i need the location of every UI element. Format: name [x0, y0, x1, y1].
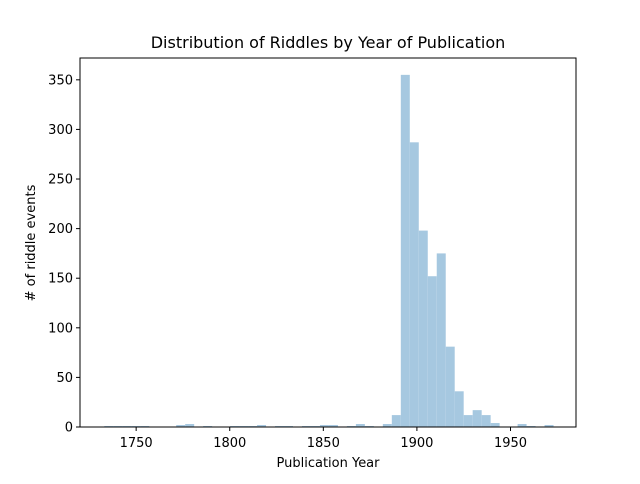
- y-tick-label: 250: [48, 173, 73, 188]
- plot-frame: [79, 57, 577, 428]
- histogram-bar: [490, 423, 500, 427]
- y-tick-label: 50: [56, 371, 73, 386]
- histogram-bar: [481, 415, 491, 427]
- histogram-bar: [454, 391, 464, 427]
- histogram-bar: [185, 424, 195, 427]
- histogram-bar: [445, 346, 455, 427]
- histogram-bar: [400, 74, 410, 428]
- x-tick-label: 1850: [307, 436, 340, 451]
- histogram-bar: [257, 425, 267, 427]
- y-tick-label: 150: [48, 272, 73, 287]
- histogram-bar: [319, 425, 329, 427]
- histogram-bar: [436, 253, 446, 427]
- histogram-bar: [328, 425, 338, 427]
- histogram-bar: [382, 424, 392, 427]
- histogram-bar: [176, 425, 186, 427]
- histogram-bar: [472, 410, 482, 427]
- y-tick-label: 200: [48, 222, 73, 237]
- y-tick-label: 100: [48, 321, 73, 336]
- y-tick-label: 350: [48, 73, 73, 88]
- histogram-bar: [391, 415, 401, 427]
- x-tick-label: 1750: [120, 436, 153, 451]
- x-tick-label: 1900: [400, 436, 433, 451]
- y-axis-ticks: 0 50 100 150 200 250 300 350: [48, 73, 80, 436]
- y-tick-label: 0: [65, 421, 73, 436]
- y-axis-label: # of riddle events: [24, 184, 39, 301]
- x-tick-label: 1950: [494, 436, 527, 451]
- histogram-bar: [409, 142, 419, 427]
- x-tick-label: 1800: [213, 436, 246, 451]
- histogram-bar: [517, 424, 527, 427]
- x-axis-label: Publication Year: [277, 456, 381, 471]
- histogram-bar: [544, 425, 554, 427]
- chart-title: Distribution of Riddles by Year of Publi…: [151, 33, 506, 52]
- x-axis-ticks: 1750 1800 1850 1900 1950: [120, 427, 527, 451]
- histogram-bar: [463, 415, 473, 427]
- histogram-bar: [427, 276, 437, 427]
- histogram-bar: [355, 424, 365, 427]
- y-tick-label: 300: [48, 123, 73, 138]
- histogram-bar: [418, 230, 428, 427]
- bars-group: [104, 74, 554, 428]
